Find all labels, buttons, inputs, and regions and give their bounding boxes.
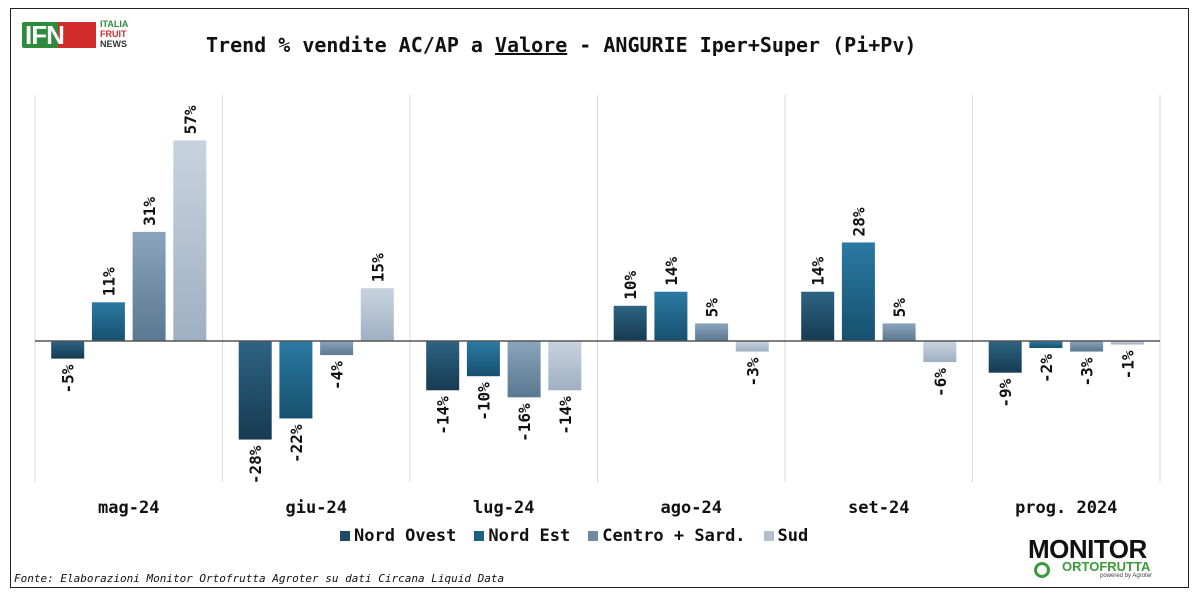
x-tick-label: lug-24 <box>473 498 534 518</box>
ifn-logo-line2: FRUIT <box>100 29 127 39</box>
legend-item-centro-sard: Centro + Sard. <box>588 526 746 546</box>
bar-nord-est-ago-24 <box>654 291 688 341</box>
bar-nord-est-prog-2024 <box>1029 341 1063 349</box>
bar-sud-prog-2024 <box>1110 341 1144 345</box>
monitor-logo-line1: MONITOR <box>1028 534 1147 564</box>
data-label: 14% <box>809 256 828 285</box>
chart-title-suffix: - ANGURIE Iper+Super (Pi+Pv) <box>567 33 917 57</box>
data-label: 57% <box>181 105 200 134</box>
ifn-logo-red <box>58 22 96 48</box>
bar-centro-sard-prog-2024 <box>1070 341 1104 352</box>
x-tick-label: prog. 2024 <box>1015 498 1117 518</box>
bar-nord-est-set-24 <box>841 242 875 341</box>
bar-sud-giu-24 <box>360 288 394 341</box>
legend-label-nord-ovest: Nord Ovest <box>354 526 457 546</box>
x-tick-label: mag-24 <box>98 498 159 518</box>
bar-nord-ovest-prog-2024 <box>988 341 1022 373</box>
legend: Nord Ovest Nord Est Centro + Sard. Sud <box>340 525 808 547</box>
bar-centro-sard-giu-24 <box>320 341 354 356</box>
monitor-ortofrutta-logo: MONITOR ORTOFRUTTA powered by Agroter <box>1028 536 1178 580</box>
bar-sud-ago-24 <box>735 341 769 352</box>
legend-swatch-nord-est <box>474 531 485 541</box>
bar-nord-est-giu-24 <box>279 341 313 419</box>
legend-swatch-sud <box>763 531 774 541</box>
monitor-logo-line3: powered by Agroter <box>1100 573 1153 579</box>
magnifier-icon <box>1034 562 1050 578</box>
chart-title: Trend % vendite AC/AP a Valore - ANGURIE… <box>206 33 916 57</box>
bar-centro-sard-set-24 <box>882 323 916 341</box>
data-label: 15% <box>368 253 387 282</box>
legend-label-sud: Sud <box>777 526 809 546</box>
data-label: 5% <box>703 298 722 318</box>
chart-title-prefix: Trend % vendite AC/AP a <box>206 33 495 57</box>
bar-nord-est-mag-24 <box>91 302 125 341</box>
source-note: Fonte: Elaborazioni Monitor Ortofrutta A… <box>14 572 505 585</box>
data-label: 10% <box>621 271 640 300</box>
bar-centro-sard-ago-24 <box>695 323 729 341</box>
data-label: 31% <box>140 197 159 226</box>
bar-nord-ovest-giu-24 <box>238 341 272 440</box>
data-label: 28% <box>849 207 868 236</box>
bar-sud-set-24 <box>923 341 957 363</box>
legend-item-nord-ovest: Nord Ovest <box>340 526 456 546</box>
x-tick-label: set-24 <box>848 498 909 518</box>
bar-nord-ovest-mag-24 <box>51 341 85 359</box>
x-tick-label: ago-24 <box>661 498 722 518</box>
data-label: -2% <box>1037 354 1056 383</box>
data-label: -1% <box>1118 350 1137 379</box>
bar-nord-ovest-lug-24 <box>426 341 460 391</box>
x-tick-label: giu-24 <box>286 498 347 518</box>
legend-label-nord-est: Nord Est <box>488 526 571 546</box>
data-label: -10% <box>474 382 493 421</box>
legend-item-sud: Sud <box>763 526 809 546</box>
data-label: -14% <box>434 396 453 435</box>
bar-sud-lug-24 <box>548 341 582 391</box>
bar-nord-ovest-set-24 <box>801 291 835 341</box>
data-label: -4% <box>328 361 347 390</box>
chart-title-underlined: Valore <box>494 33 568 57</box>
data-label: -22% <box>287 424 306 463</box>
data-label: -9% <box>996 378 1015 407</box>
legend-swatch-centro-sard <box>588 531 599 541</box>
data-label: -14% <box>556 396 575 435</box>
bar-centro-sard-lug-24 <box>507 341 541 398</box>
ifn-logo: IFN ITALIA FRUIT NEWS <box>22 20 142 52</box>
bar-sud-mag-24 <box>173 140 207 341</box>
bar-centro-sard-mag-24 <box>132 231 166 341</box>
data-label: 14% <box>662 256 681 285</box>
data-label: -28% <box>246 445 265 484</box>
legend-swatch-nord-ovest <box>340 531 350 541</box>
ifn-logo-line3: NEWS <box>100 39 127 49</box>
legend-item-nord-est: Nord Est <box>474 526 570 546</box>
bar-nord-est-lug-24 <box>466 341 500 377</box>
data-label: -16% <box>515 403 534 442</box>
data-label: -3% <box>1078 357 1097 386</box>
monitor-logo-line2: ORTOFRUTTA <box>1062 559 1151 574</box>
chart-frame <box>10 8 1189 588</box>
legend-label-centro-sard: Centro + Sard. <box>602 526 746 546</box>
bar-nord-ovest-ago-24 <box>613 305 647 341</box>
data-label: 5% <box>890 298 909 318</box>
data-label: -3% <box>743 357 762 386</box>
data-label: -6% <box>931 368 950 397</box>
ifn-logo-line1: ITALIA <box>100 19 129 29</box>
data-label: -5% <box>59 364 78 393</box>
ifn-logo-letters: IFN <box>25 20 65 50</box>
data-label: 11% <box>99 267 118 296</box>
